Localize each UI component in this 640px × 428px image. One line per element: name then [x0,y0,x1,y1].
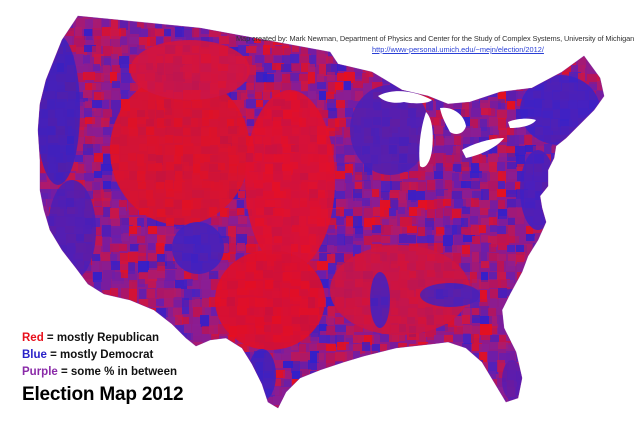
lake-michigan [419,112,433,168]
legend-item-purple: Purple = some % in between [22,364,177,381]
region-florida-south [502,360,522,400]
region-northeast [520,75,600,145]
map-title: Election Map 2012 [22,384,184,405]
region-upper-midwest [350,85,430,175]
region-montana [130,40,250,100]
legend-text-purple: = some % in between [57,366,177,378]
region-mississippi-delta [370,272,390,328]
region-mountain-west [110,75,250,225]
region-texas [215,250,325,350]
region-great-plains [245,90,335,270]
region-mid-atlantic [520,150,556,230]
map-legend: Red = mostly Republican Blue = mostly De… [22,330,177,381]
map-credit: Map created by: Mark Newman, Department … [236,34,635,43]
map-credit-url[interactable]: http://www-personal.umich.edu/~mejn/elec… [372,45,544,54]
lake-huron [440,107,466,134]
lake-superior [378,91,432,104]
legend-text-blue: = mostly Democrat [46,349,154,361]
region-south-texas [248,349,276,401]
lake-erie [462,138,504,158]
legend-item-republican: Red = mostly Republican [22,330,177,347]
region-california [48,180,96,280]
region-new-mexico [172,222,224,274]
lake-ontario [508,118,536,128]
region-south [330,245,470,335]
region-pacific-coast [38,35,80,185]
legend-item-democrat: Blue = mostly Democrat [22,347,177,364]
legend-word-purple: Purple [22,366,58,378]
region-black-belt [420,283,480,307]
legend-word-red: Red [22,332,44,344]
legend-word-blue: Blue [22,349,47,361]
legend-text-red: = mostly Republican [43,332,160,344]
